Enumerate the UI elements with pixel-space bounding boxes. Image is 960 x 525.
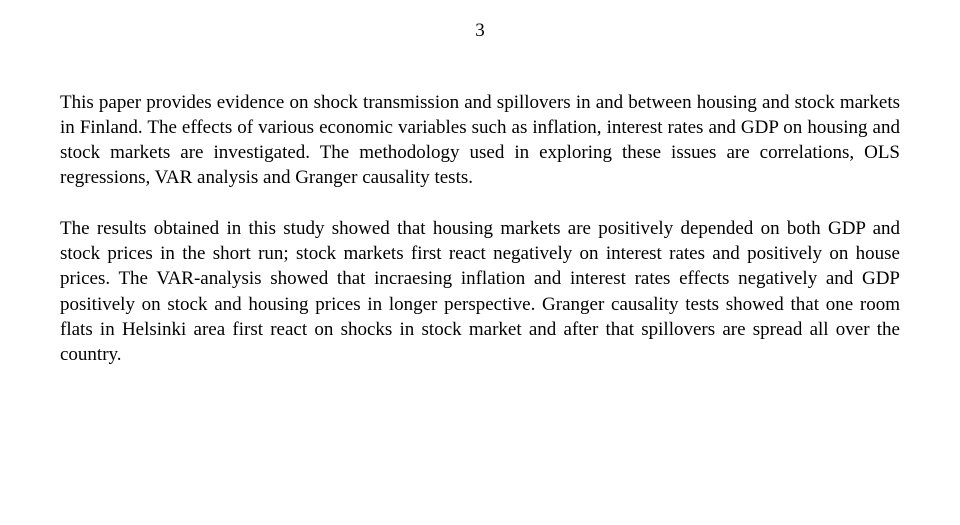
document-page: 3 This paper provides evidence on shock … (0, 0, 960, 525)
page-number: 3 (60, 20, 900, 42)
paragraph-results: The results obtained in this study showe… (60, 216, 900, 366)
paragraph-intro: This paper provides evidence on shock tr… (60, 90, 900, 190)
